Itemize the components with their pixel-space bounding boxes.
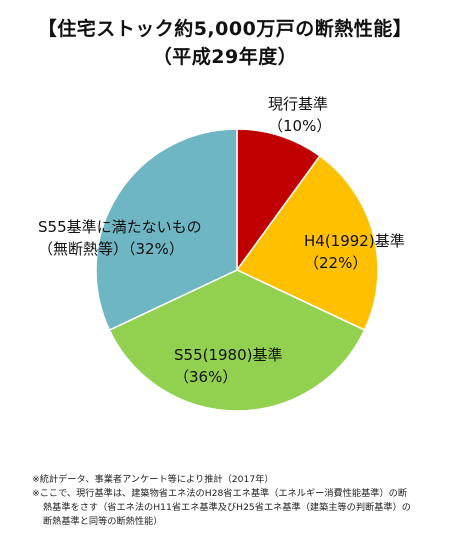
slice-name: 現行基準	[268, 95, 329, 113]
slice-percent: （10%）	[268, 117, 332, 135]
footnote-line: 断熱基準と同等の断熱性能）	[43, 516, 163, 527]
slice-label-below-s55-standard: S55基準に満たないもの （無断熱等）（32%）	[38, 216, 202, 260]
slice-name: H4(1992)基準	[304, 232, 405, 250]
pie-slice-below-s55-standard	[95, 128, 238, 332]
pie-slice-s55-1980-standard	[108, 269, 366, 412]
slice-label-s55-1980-standard: S55(1980)基準 （36%）	[174, 344, 283, 388]
slice-label-h4-1992-standard: H4(1992)基準 （22%）	[304, 230, 405, 274]
footnotes: ※統計データ、事業者アンケート等により推計（2017年） ※ここで、現行基準は、…	[32, 473, 432, 529]
footnote-line: 熱基準をさす（省エネ法のH11省エネ基準及びH25省エネ基準（建築主等の判断基準…	[43, 502, 411, 513]
slice-label-current-standard: 現行基準 （10%）	[268, 93, 331, 137]
slice-name: S55(1980)基準	[174, 346, 283, 364]
slice-name: S55基準に満たないもの	[38, 218, 202, 236]
slice-percent: （22%）	[304, 254, 368, 272]
slice-percent: （無断熱等）（32%）	[38, 240, 184, 258]
pie-slice-current-standard	[236, 128, 321, 273]
footnote-line: ※ここで、現行基準は、建築物省エネ法のH28省エネ基準（エネルギー消費性能基準）…	[32, 488, 408, 499]
chart-subtitle: （平成29年度）	[152, 46, 298, 68]
footnote-line: ※統計データ、事業者アンケート等により推計（2017年）	[32, 474, 274, 485]
slice-percent: （36%）	[174, 368, 238, 386]
chart-title: 【住宅ストック約5,000万戸の断熱性能】	[37, 18, 413, 40]
